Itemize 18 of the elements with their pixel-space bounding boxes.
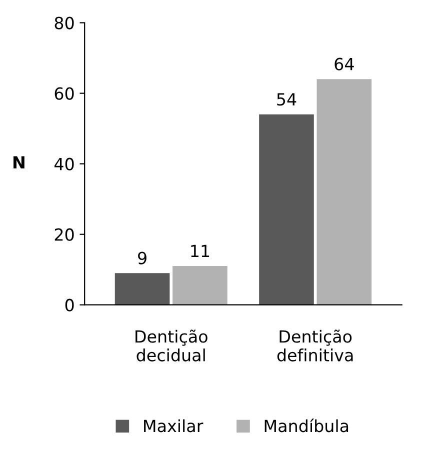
legend-label: Maxilar [144,419,204,432]
x-tick-label: Dentição decidual [136,330,208,362]
bar [172,266,228,305]
x-tick-label: Dentição definitiva [277,330,353,362]
data-label: 54 [277,93,296,106]
y-tick-label: 0 [65,298,74,312]
y-tick-label: 20 [54,228,74,241]
y-tick-label: 80 [54,16,74,30]
legend-label: Mandíbula [264,418,348,432]
y-tick-label: 40 [54,158,74,170]
y-tick-label: 60 [54,87,74,100]
bar [114,273,170,305]
y-axis-title: N [14,156,24,168]
data-label: 9 [138,252,146,264]
data-label: 11 [191,244,210,258]
data-label: 64 [334,58,354,70]
bar [316,79,372,305]
bar [259,114,314,305]
